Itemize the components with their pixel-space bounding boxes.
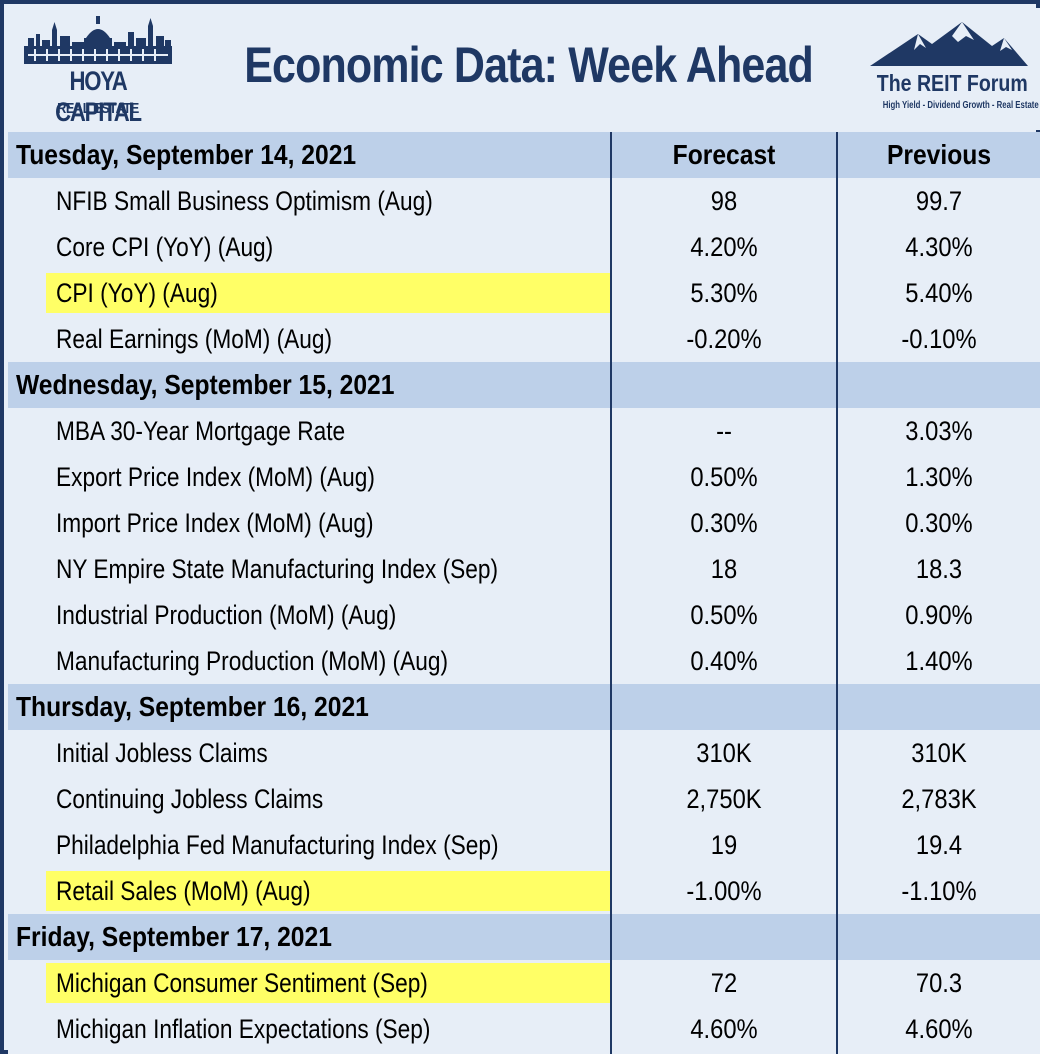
forecast-value: 0.30% — [690, 508, 758, 538]
forecast-value: 5.30% — [690, 278, 758, 308]
indicator-name: Import Price Index (MoM) (Aug) — [56, 508, 374, 538]
previous-column-header: Previous — [886, 139, 992, 170]
indicator-name: Michigan Consumer Sentiment (Sep) — [56, 968, 428, 998]
mountains-icon — [870, 22, 1028, 66]
reit-forum-name: The REIT Forum — [876, 70, 1028, 96]
previous-value: 0.30% — [905, 508, 973, 538]
indicator-name: Export Price Index (MoM) (Aug) — [56, 462, 375, 492]
indicator-name: Core CPI (YoY) (Aug) — [56, 232, 274, 262]
indicator-name: Michigan Inflation Expectations (Sep) — [56, 1014, 431, 1044]
hoya-logo-subtitle: REAL ESTATE — [57, 100, 139, 117]
day-header-row: Friday, September 17, 2021 — [8, 914, 1040, 960]
previous-value: -1.10% — [901, 876, 977, 906]
economic-data-table: Tuesday, September 14, 2021 Forecast Previ… — [8, 132, 1040, 1054]
hoya-logo-name: HOYA CAPITAL — [55, 66, 142, 127]
day-header-row: Tuesday, September 14, 2021 Forecast Previ… — [8, 132, 1040, 178]
previous-value: 5.40% — [905, 278, 973, 308]
table-row: Manufacturing Production (MoM) (Aug) 0.40… — [8, 638, 1040, 684]
column-divider — [610, 132, 612, 1054]
forecast-value: 4.20% — [690, 232, 758, 262]
indicator-name: Manufacturing Production (MoM) (Aug) — [56, 646, 449, 676]
table-row: Philadelphia Fed Manufacturing Index (Se… — [8, 822, 1040, 868]
table-row: Retail Sales (MoM) (Aug) -1.00% -1.10% — [8, 868, 1040, 914]
forecast-value: 19 — [710, 830, 738, 860]
previous-value: 1.40% — [905, 646, 973, 676]
indicator-name: NY Empire State Manufacturing Index (Sep… — [56, 554, 499, 584]
indicator-name: CPI (YoY) (Aug) — [56, 278, 218, 308]
previous-value: 70.3 — [915, 968, 963, 998]
indicator-name: Real Earnings (MoM) (Aug) — [56, 324, 333, 354]
forecast-value: 4.60% — [690, 1014, 758, 1044]
indicator-name: Industrial Production (MoM) (Aug) — [56, 600, 397, 630]
indicator-name: NFIB Small Business Optimism (Aug) — [56, 186, 433, 216]
hoya-capital-logo: HOYA CAPITAL REAL ESTATE — [24, 16, 172, 127]
previous-value: 3.03% — [905, 416, 973, 446]
day-header-row: Wednesday, September 15, 2021 — [8, 362, 1040, 408]
table-row: NFIB Small Business Optimism (Aug) 98 99.7 — [8, 178, 1040, 224]
previous-value: 2,783K — [901, 784, 977, 814]
previous-value: 310K — [911, 738, 967, 768]
column-divider — [836, 132, 838, 1054]
table-row: MBA 30-Year Mortgage Rate -- 3.03% — [8, 408, 1040, 454]
previous-value: 18.3 — [915, 554, 963, 584]
table-row: Initial Jobless Claims 310K 310K — [8, 730, 1040, 776]
forecast-value: 98 — [710, 186, 738, 216]
table-row: Import Price Index (MoM) (Aug) 0.30% 0.30% — [8, 500, 1040, 546]
forecast-value: 310K — [696, 738, 752, 768]
indicator-name: MBA 30-Year Mortgage Rate — [56, 416, 346, 446]
table-row: Real Earnings (MoM) (Aug) -0.20% -0.10% — [8, 316, 1040, 362]
table-row: Michigan Inflation Expectations (Sep) 4.6… — [8, 1006, 1040, 1052]
forecast-value: 18 — [710, 554, 738, 584]
previous-value: 99.7 — [915, 186, 963, 216]
day-label: Friday, September 17, 2021 — [16, 921, 332, 952]
forecast-value: -0.20% — [686, 324, 762, 354]
table-row: Core CPI (YoY) (Aug) 4.20% 4.30% — [8, 224, 1040, 270]
indicator-name: Retail Sales (MoM) (Aug) — [56, 876, 311, 906]
previous-value: 1.30% — [905, 462, 973, 492]
previous-value: 19.4 — [915, 830, 963, 860]
forecast-value: 72 — [710, 968, 738, 998]
reit-forum-logo: The REIT Forum High Yield - Dividend Gro… — [864, 18, 1039, 128]
forecast-value: 0.50% — [690, 600, 758, 630]
table-row: Industrial Production (MoM) (Aug) 0.50% 0.… — [8, 592, 1040, 638]
previous-value: 4.60% — [905, 1014, 973, 1044]
table-row: NY Empire State Manufacturing Index (Sep… — [8, 546, 1040, 592]
forecast-value: -1.00% — [686, 876, 762, 906]
header: HOYA CAPITAL REAL ESTATE Economic Data: … — [8, 8, 1040, 130]
indicator-name: Continuing Jobless Claims — [56, 784, 324, 814]
reit-forum-tagline: High Yield - Dividend Growth - Real Esta… — [882, 100, 1039, 111]
day-label: Tuesday, September 14, 2021 — [16, 139, 357, 170]
page-title: Economic Data: Week Ahead — [244, 37, 814, 93]
forecast-value: 0.40% — [690, 646, 758, 676]
previous-value: 0.90% — [905, 600, 973, 630]
row-highlight — [46, 273, 610, 313]
day-label: Wednesday, September 15, 2021 — [16, 369, 395, 400]
table-row: Michigan Consumer Sentiment (Sep) 72 70.3 — [8, 960, 1040, 1006]
row-highlight — [46, 963, 610, 1003]
forecast-value: 0.50% — [690, 462, 758, 492]
forecast-value: -- — [716, 416, 732, 446]
forecast-column-header: Forecast — [672, 139, 776, 170]
capitol-skyline-icon — [24, 16, 172, 64]
previous-value: -0.10% — [901, 324, 977, 354]
day-header-row: Thursday, September 16, 2021 — [8, 684, 1040, 730]
previous-value: 4.30% — [905, 232, 973, 262]
indicator-name: Initial Jobless Claims — [56, 738, 268, 768]
row-highlight — [46, 871, 610, 911]
indicator-name: Philadelphia Fed Manufacturing Index (Se… — [56, 830, 499, 860]
table-row: CPI (YoY) (Aug) 5.30% 5.40% — [8, 270, 1040, 316]
forecast-value: 2,750K — [686, 784, 762, 814]
table-row: Export Price Index (MoM) (Aug) 0.50% 1.30% — [8, 454, 1040, 500]
day-label: Thursday, September 16, 2021 — [16, 691, 369, 722]
table-row: Continuing Jobless Claims 2,750K 2,783K — [8, 776, 1040, 822]
